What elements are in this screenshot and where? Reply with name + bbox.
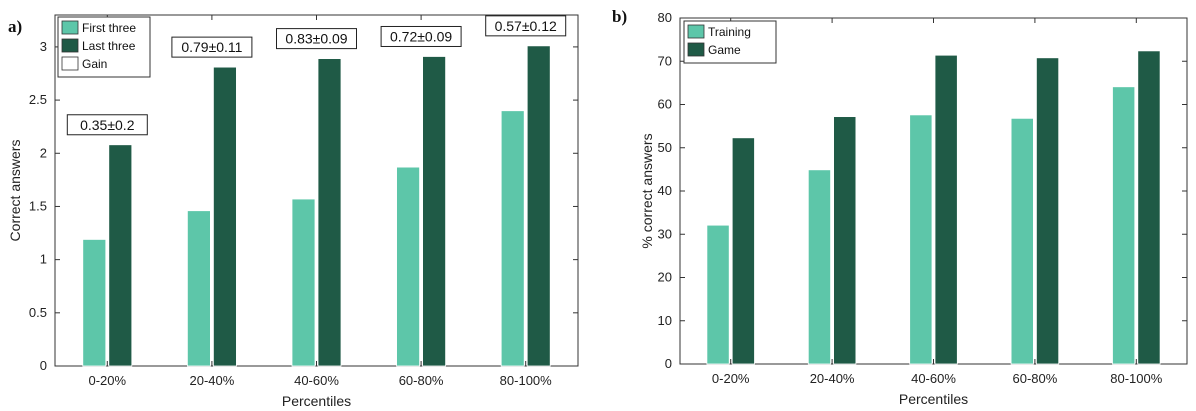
gain-box [485,15,567,37]
y-tick-label: 2.5 [29,92,47,107]
bar-dark [212,66,237,367]
bar-light [1112,86,1136,365]
plot-area [679,17,1188,365]
gain-label: 0.57±0.12 [495,18,557,34]
y-tick-label: 3 [40,39,47,54]
y-tick-label: 0 [40,358,47,373]
chart-panel-b: 0 10 20 30 40 50 60 70 80 0-20% 20-40% 40-60% 60-80%… [612,7,1188,407]
legend-label: Last three [82,39,136,53]
y-tick-label: 40 [658,183,672,198]
bar-dark [108,144,133,367]
gain-box [66,114,148,136]
y-tick-label: 0 [665,356,672,371]
y-tick-label: 80 [658,10,672,25]
x-axis-label: Percentiles [899,391,968,407]
legend-swatch [687,42,705,57]
y-tick-label: 1 [40,252,47,267]
y-tick-label: 10 [658,313,672,328]
x-tick-label: 80-100% [1110,371,1162,386]
x-tick-label: 60-80% [399,373,444,388]
bar-dark [934,54,958,365]
bar-dark [422,56,447,367]
bar-light [186,210,211,367]
gain-box [380,25,462,47]
x-tick-label: 0-20% [89,373,127,388]
y-tick-label: 2 [40,145,47,160]
y-tick-label: 70 [658,53,672,68]
x-tick-label: 40-60% [911,371,956,386]
gain-box [171,36,253,58]
legend-label: Training [708,25,751,39]
bar-dark [1036,57,1060,365]
bar-light [396,166,421,367]
chart-panel-a: 0 0.5 1 1.5 2 2.5 3 0-20% 0.35±0.2 20-40% 0.79±0.1… [7,14,579,409]
legend: Training Game [683,20,777,64]
bar-dark [317,58,342,367]
bar-dark [526,45,551,367]
panel-label: a) [8,17,22,36]
bar-dark [731,137,755,365]
gain-label: 0.72±0.09 [390,28,452,44]
legend-label: First three [82,21,136,35]
legend-swatch [687,24,705,39]
x-tick-label: 20-40% [810,371,855,386]
gain-label: 0.83±0.09 [285,31,347,47]
gain-label: 0.35±0.2 [80,117,135,133]
bar-light [909,114,933,365]
panel-label: b) [612,7,627,26]
bar-light [500,110,525,367]
x-tick-label: 60-80% [1012,371,1057,386]
bar-light [291,198,316,367]
legend: First three Last three Gain [57,16,151,78]
bar-light [82,239,107,367]
bar-light [807,169,831,365]
bar-light [1010,117,1034,365]
legend-label: Game [708,43,741,57]
x-axis-label: Percentiles [282,393,351,409]
gain-label: 0.79±0.11 [181,39,242,55]
y-tick-label: 1.5 [29,198,47,213]
y-tick-label: 20 [658,270,672,285]
x-tick-label: 20-40% [189,373,234,388]
legend-label: Gain [82,57,107,71]
legend-swatch [61,56,79,71]
bar-dark [833,116,857,365]
y-axis-label: % correct answers [639,133,655,248]
x-tick-label: 80-100% [500,373,552,388]
gain-box [276,28,357,50]
x-tick-label: 40-60% [294,373,339,388]
bar-dark [1137,50,1161,365]
y-tick-label: 30 [658,226,672,241]
y-tick-label: 50 [658,140,672,155]
legend-swatch [61,38,79,53]
bar-light [706,224,730,365]
y-axis-label: Correct answers [7,140,23,242]
y-tick-label: 60 [658,97,672,112]
legend-swatch [61,20,79,35]
x-tick-label: 0-20% [712,371,750,386]
y-tick-label: 0.5 [29,305,47,320]
